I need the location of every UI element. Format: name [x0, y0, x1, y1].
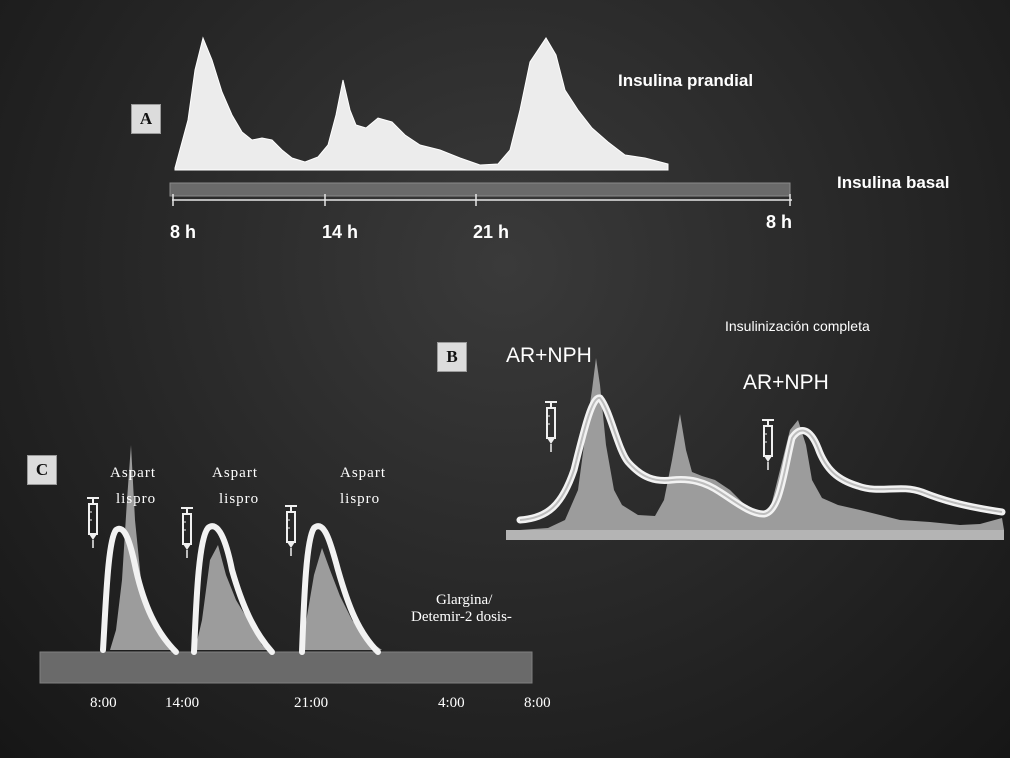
dose-label-c-1-line2: lispro	[116, 491, 157, 507]
basal-insulin-bar-c	[39, 651, 533, 684]
tick-label-c-0800: 8:00	[90, 695, 117, 711]
tick-label-21h: 21 h	[473, 222, 510, 242]
dose-label-c-1-line1: Aspart	[110, 465, 156, 481]
tick-label-8h-end: 8 h	[766, 212, 793, 232]
basal-label-c-line1: Glargina/	[436, 592, 493, 608]
dose-label-b-1: AR+NPH	[506, 344, 592, 367]
dose-label-c-3-line2: lispro	[340, 491, 381, 507]
rapid-analog-curve-1	[100, 525, 179, 655]
rapid-insulin-peak-1	[110, 445, 175, 650]
prandial-insulin-curve	[174, 36, 669, 171]
panel-a-letter: A	[131, 104, 161, 134]
syringe-icon	[544, 401, 558, 453]
panel-c-letter: C	[27, 455, 57, 485]
tick-label-14h: 14 h	[322, 222, 359, 242]
prandial-insulin-label: Insulina prandial	[618, 71, 754, 90]
tick-label-c-0400: 4:00	[438, 695, 465, 711]
rapid-analog-curve-2	[191, 523, 275, 655]
panel-b	[506, 358, 1006, 540]
basal-label-c-line2: Detemir-2 dosis-	[411, 609, 512, 625]
tick-label-c-0800-end: 8:00	[524, 695, 551, 711]
rapid-insulin-peaks-b	[520, 358, 1004, 530]
dose-label-c-2-line1: Aspart	[212, 465, 258, 481]
panel-b-baseline	[506, 530, 1004, 540]
rapid-insulin-peak-3	[300, 548, 382, 650]
syringe-icon	[284, 505, 298, 557]
basal-insulin-bar	[169, 182, 791, 197]
tick-label-c-1400: 14:00	[165, 695, 200, 711]
tick-label-8h: 8 h	[170, 222, 197, 242]
dose-label-b-2: AR+NPH	[743, 371, 829, 394]
tick-label-c-2100: 21:00	[294, 695, 329, 711]
dose-label-c-2-line2: lispro	[219, 491, 260, 507]
panel-b-letter: B	[437, 342, 467, 372]
panel-c	[39, 445, 533, 684]
syringe-icon	[761, 419, 775, 471]
basal-insulin-label: Insulina basal	[837, 173, 950, 192]
rapid-analog-curve-3	[299, 523, 381, 655]
nph-insulin-curve-b-shadow	[519, 397, 1003, 521]
dose-label-c-3-line1: Aspart	[340, 465, 386, 481]
syringe-icon	[180, 507, 194, 559]
panel-a	[169, 36, 792, 206]
panel-b-title: Insulinización completa	[725, 318, 870, 334]
syringe-icon	[86, 497, 100, 549]
